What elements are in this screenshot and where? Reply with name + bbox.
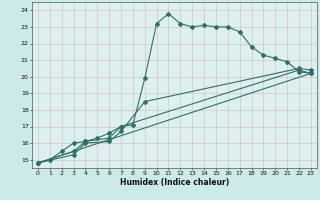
X-axis label: Humidex (Indice chaleur): Humidex (Indice chaleur) <box>120 178 229 187</box>
